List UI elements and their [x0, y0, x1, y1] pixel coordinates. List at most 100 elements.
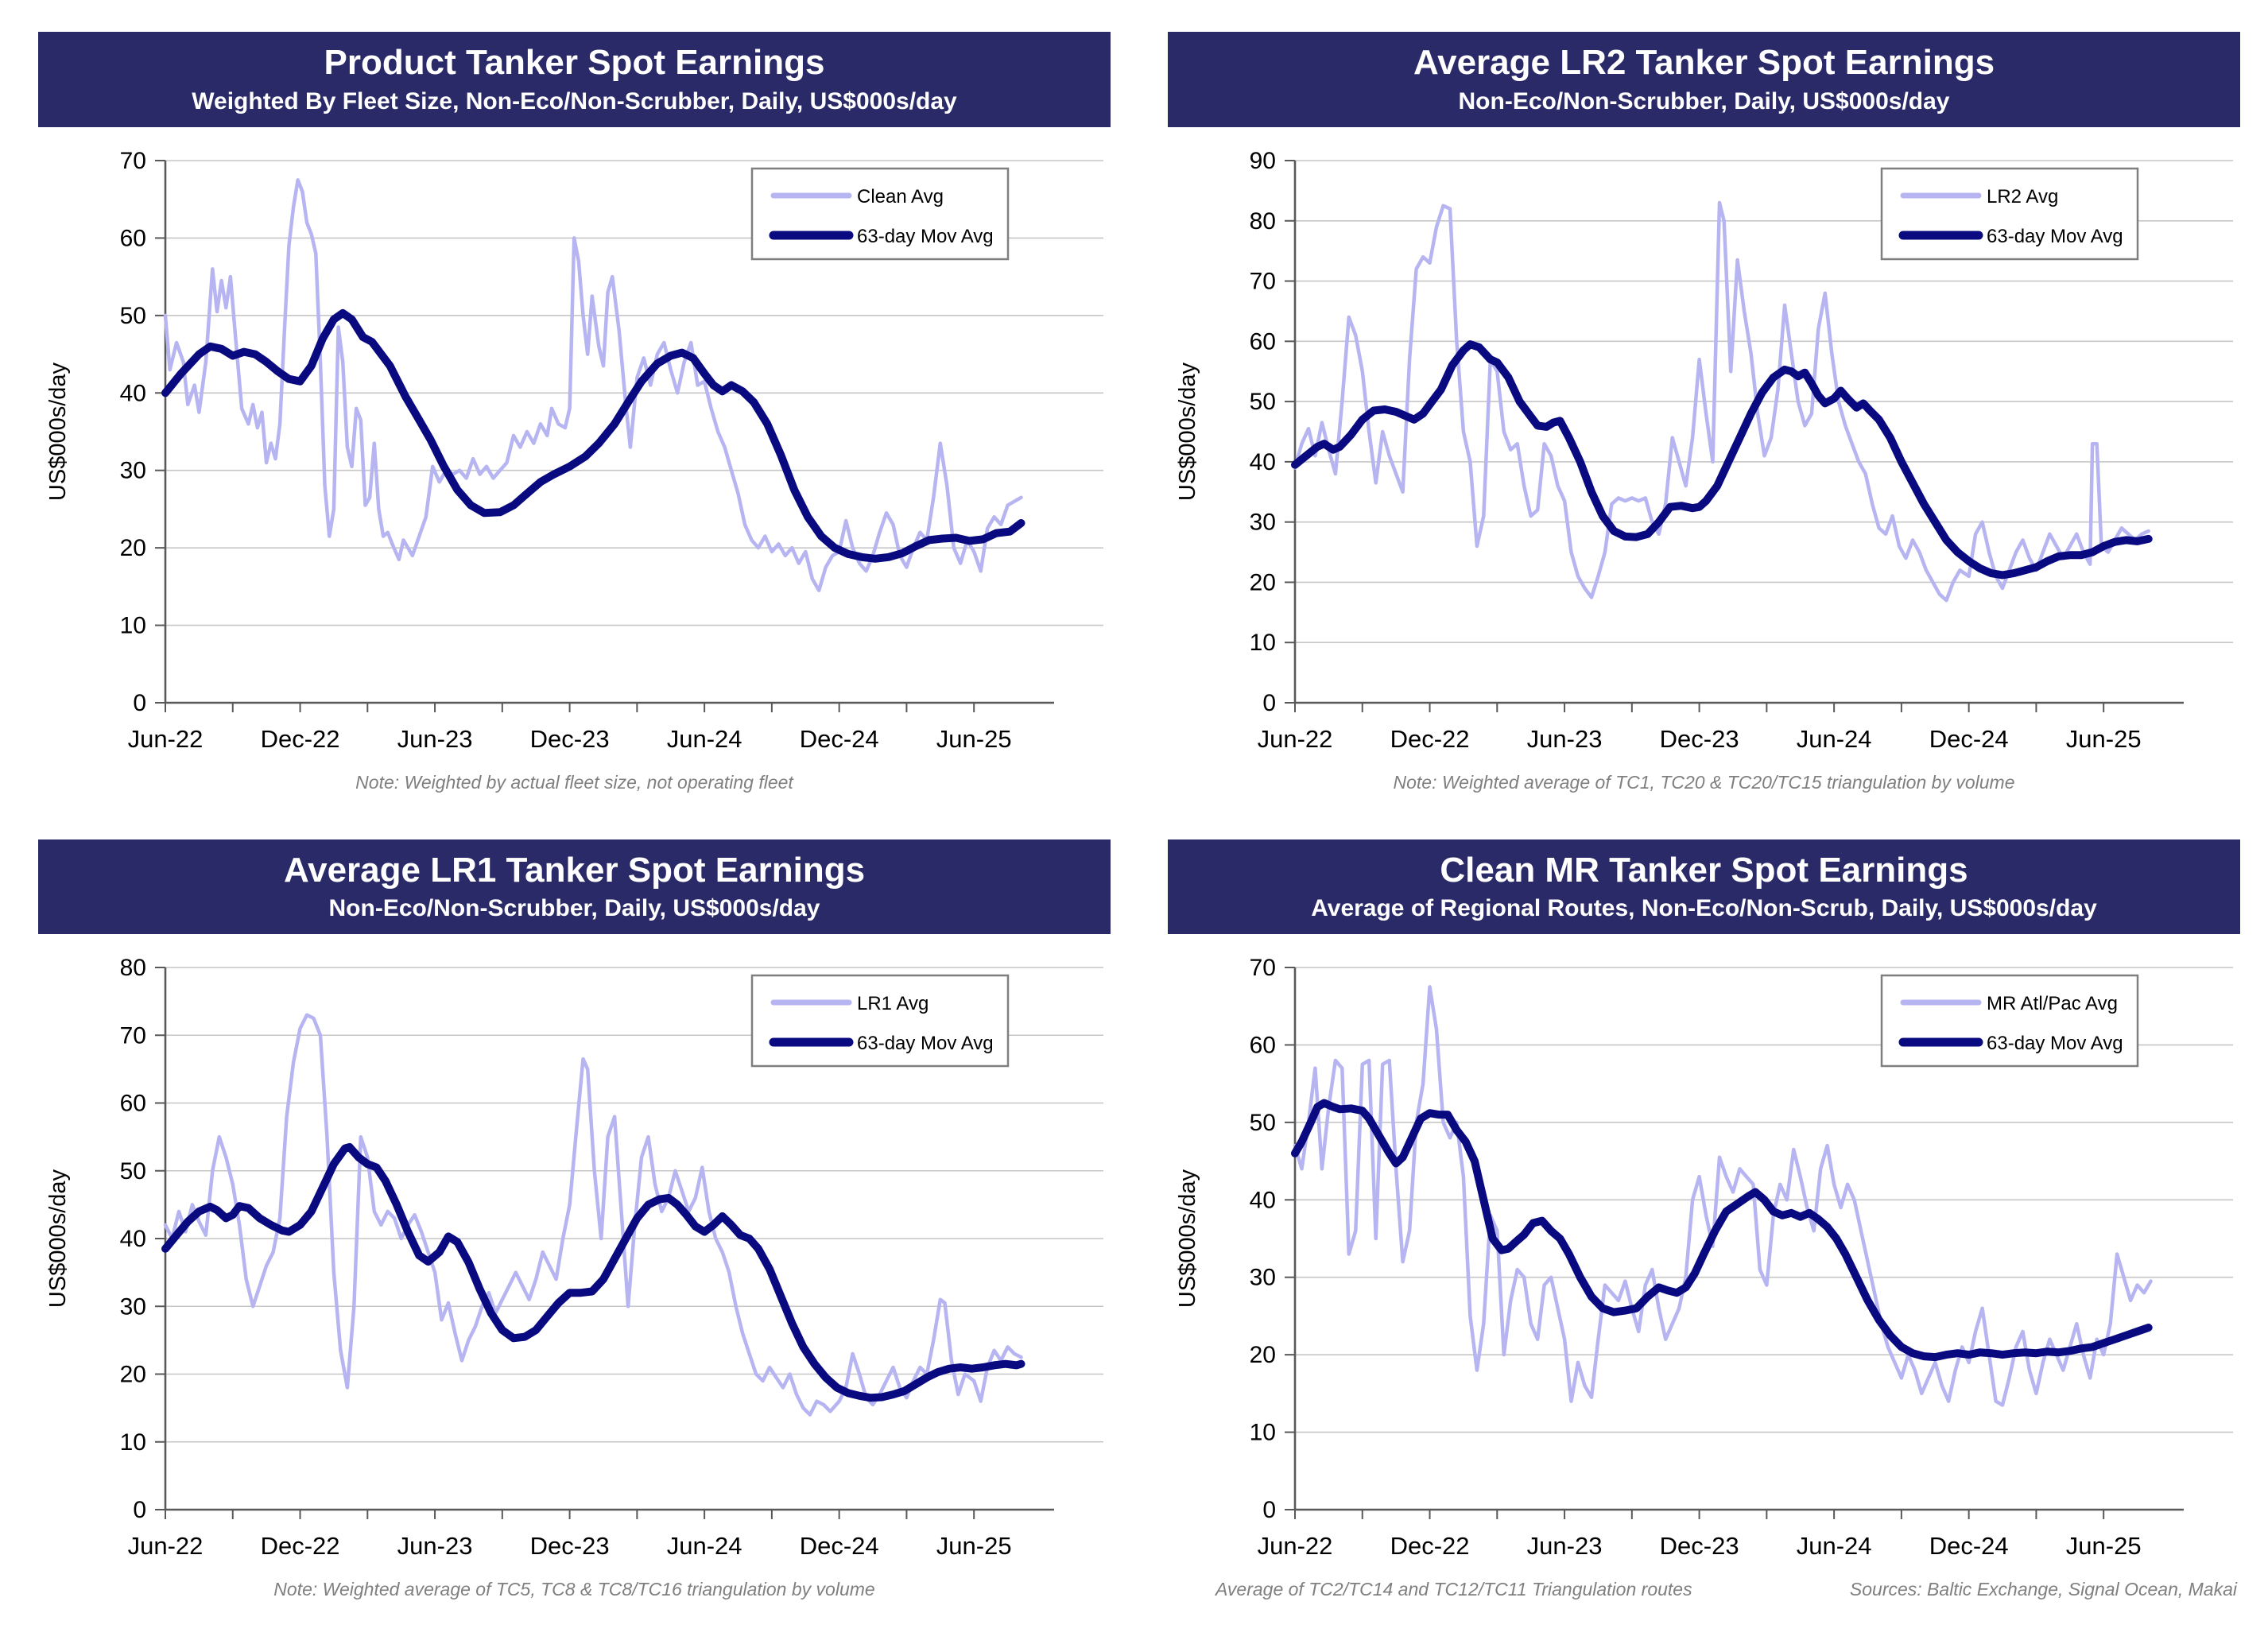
legend-label-63-day-mov-avg: 63-day Mov Avg — [1987, 1033, 2123, 1054]
x-tick-label: Jun-22 — [1258, 1532, 1333, 1560]
x-tick-label: Dec-22 — [261, 725, 340, 753]
y-tick-label: 40 — [1250, 1187, 1276, 1213]
lr2-plot: 0 10 20 30 40 50 60 70 80 90 Jun-22 Dec-22 Jun-23 Dec… — [1175, 148, 2233, 753]
y-tick-label: 50 — [1250, 1110, 1276, 1136]
legend-label-63-day-mov-avg: 63-day Mov Avg — [1987, 226, 2123, 247]
y-tick-label: 40 — [120, 380, 146, 406]
x-tick-label: Jun-22 — [128, 725, 204, 753]
legend-box — [750, 974, 1010, 1068]
legend-label-lr1-avg: LR1 Avg — [857, 993, 929, 1014]
x-tick-label: Dec-22 — [261, 1532, 340, 1560]
x-tick-label: Dec-23 — [530, 1532, 610, 1560]
legend: Clean Avg 63-day Mov Avg — [750, 167, 1010, 260]
y-tick-label: 60 — [120, 1091, 146, 1117]
x-tick-label: Jun-23 — [397, 1532, 473, 1560]
x-tick-label: Dec-22 — [1390, 725, 1470, 753]
sources-note: Sources: Baltic Exchange, Signal Ocean, … — [1849, 1579, 2237, 1600]
mr-plot: 0 10 20 30 40 50 60 70 Jun-22 Dec-22 Jun-23 Dec-23 J… — [1175, 955, 2233, 1560]
x-tick-label: Jun-22 — [128, 1532, 204, 1560]
legend-label-63-day-mov-avg: 63-day Mov Avg — [857, 1033, 994, 1054]
legend-box — [750, 167, 1010, 260]
chart-title: Clean MR Tanker Spot Earnings — [1440, 850, 1968, 890]
y-tick-label: 60 — [1250, 1033, 1276, 1059]
x-tick-label: Jun-23 — [1527, 1532, 1603, 1560]
chart-subtitle: Non-Eco/Non-Scrubber, Daily, US$000s/day — [328, 895, 820, 922]
x-tick-label: Jun-24 — [667, 725, 742, 753]
y-tick-label: 70 — [1250, 955, 1276, 981]
mr-atl-pac-avg-line — [1293, 985, 2153, 1407]
y-tick-label: 0 — [133, 1497, 146, 1523]
legend-box — [1880, 167, 2139, 260]
legend-label-mr-atl-pac-avg: MR Atl/Pac Avg — [1987, 993, 2118, 1014]
chart-panel-lr1: Average LR1 Tanker Spot Earnings Non-Eco… — [38, 839, 1111, 1601]
63-day-mov-avg-line — [1291, 1099, 2153, 1362]
y-tick-label: 70 — [1250, 268, 1276, 294]
y-tick-label: 40 — [120, 1226, 146, 1252]
chart-note-row: Note: Weighted average of TC1, TC20 & TC… — [1168, 772, 2240, 793]
y-tick-label: 70 — [120, 1022, 146, 1049]
y-tick-label: 70 — [120, 148, 146, 174]
y-tick-label: 80 — [1250, 207, 1276, 234]
x-tick-label: Jun-25 — [936, 1532, 1012, 1560]
chart-note: Note: Weighted by actual fleet size, not… — [355, 771, 793, 793]
chart-subtitle: Weighted By Fleet Size, Non-Eco/Non-Scru… — [192, 87, 957, 114]
y-tick-label: 80 — [120, 955, 146, 981]
chart-panel-lr2: Average LR2 Tanker Spot Earnings Non-Eco… — [1168, 32, 2240, 793]
clean-avg-line — [163, 177, 1023, 592]
x-tick-label: Jun-23 — [397, 725, 473, 753]
legend-label-63-day-mov-avg: 63-day Mov Avg — [857, 226, 994, 247]
y-tick-label: 50 — [120, 302, 146, 328]
y-tick-label: 10 — [120, 1429, 146, 1456]
x-tick-label: Dec-23 — [1660, 1532, 1739, 1560]
y-tick-label: 20 — [1250, 569, 1276, 595]
product-tanker-plot: 0 10 20 30 40 50 60 70 Jun-22 Dec-22 Jun-23 Dec-23 J… — [45, 148, 1103, 753]
chart-header: Clean MR Tanker Spot Earnings Average of… — [1168, 839, 2240, 935]
y-axis-label: US$000s/day — [1175, 362, 1200, 501]
63-day-mov-avg-line — [1291, 339, 2153, 579]
y-tick-label: 40 — [1250, 448, 1276, 475]
y-tick-label: 30 — [120, 1293, 146, 1320]
y-tick-label: 10 — [1250, 630, 1276, 656]
lr1-avg-line — [163, 1013, 1023, 1417]
x-tick-label: Dec-24 — [800, 1532, 879, 1560]
y-axis-label: US$000s/day — [45, 1169, 71, 1309]
legend: MR Atl/Pac Avg 63-day Mov Avg — [1880, 974, 2139, 1068]
y-tick-label: 20 — [120, 1362, 146, 1388]
chart-title: Average LR1 Tanker Spot Earnings — [283, 850, 866, 890]
x-tick-label: Jun-22 — [1258, 725, 1333, 753]
x-tick-label: Jun-23 — [1527, 725, 1603, 753]
legend: LR2 Avg 63-day Mov Avg — [1880, 167, 2139, 260]
x-tick-label: Jun-24 — [1797, 725, 1872, 753]
chart-title: Product Tanker Spot Earnings — [324, 43, 825, 82]
x-tick-label: Dec-22 — [1390, 1532, 1470, 1560]
chart-note-row: Note: Weighted by actual fleet size, not… — [38, 772, 1111, 793]
chart-note: Note: Weighted average of TC5, TC8 & TC8… — [273, 1579, 875, 1600]
lr1-plot: 0 10 20 30 40 50 60 70 80 Jun-22 Dec-22 Jun-23 Dec-2… — [45, 955, 1103, 1560]
legend-label-lr2-avg: LR2 Avg — [1987, 186, 2058, 207]
y-tick-label: 20 — [120, 535, 146, 561]
y-tick-label: 30 — [1250, 1265, 1276, 1291]
y-tick-label: 60 — [1250, 328, 1276, 355]
y-tick-label: 50 — [1250, 389, 1276, 415]
chart-note: Average of TC2/TC14 and TC12/TC11 Triang… — [1215, 1579, 1692, 1600]
y-tick-label: 60 — [120, 225, 146, 251]
chart-title: Average LR2 Tanker Spot Earnings — [1413, 43, 1995, 82]
x-tick-label: Jun-24 — [667, 1532, 742, 1560]
legend-box — [1880, 974, 2139, 1068]
tanker-earnings-dashboard: Product Tanker Spot Earnings Weighted By… — [38, 32, 2240, 1601]
legend-label-clean-avg: Clean Avg — [857, 186, 944, 207]
y-tick-label: 30 — [120, 457, 146, 483]
y-tick-label: 50 — [120, 1158, 146, 1185]
x-tick-label: Jun-25 — [2066, 1532, 2142, 1560]
y-tick-label: 20 — [1250, 1342, 1276, 1368]
x-tick-label: Jun-25 — [936, 725, 1012, 753]
y-tick-label: 0 — [1262, 1497, 1276, 1523]
chart-header: Product Tanker Spot Earnings Weighted By… — [38, 32, 1111, 127]
x-tick-label: Dec-23 — [530, 725, 610, 753]
y-tick-label: 30 — [1250, 509, 1276, 535]
lr2-avg-line — [1293, 200, 2150, 603]
chart-subtitle: Non-Eco/Non-Scrubber, Daily, US$000s/day — [1458, 87, 1950, 114]
x-tick-label: Dec-24 — [1929, 725, 2009, 753]
x-tick-label: Dec-24 — [1929, 1532, 2009, 1560]
chart-panel-mr: Clean MR Tanker Spot Earnings Average of… — [1168, 839, 2240, 1601]
